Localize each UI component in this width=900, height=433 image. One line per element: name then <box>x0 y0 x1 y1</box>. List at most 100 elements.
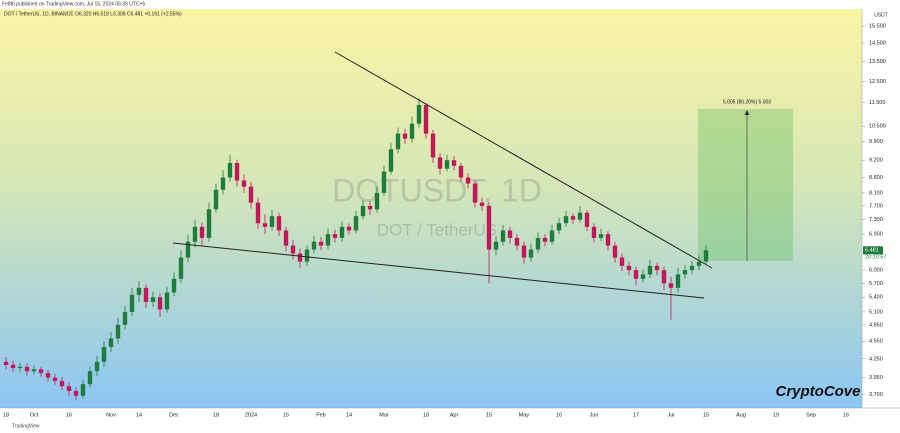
candle-body <box>409 123 415 139</box>
candle-body <box>171 278 177 293</box>
candle-body <box>283 230 289 246</box>
x-tick-label: 16 <box>66 412 72 418</box>
x-tick-label: 15 <box>283 412 289 418</box>
currency-label: USDT <box>874 12 888 18</box>
candle-body <box>241 180 247 187</box>
candle-body <box>591 226 597 238</box>
candle-body <box>199 226 205 238</box>
x-tick-label: 14 <box>346 412 352 418</box>
candle-body <box>493 241 499 250</box>
candle-body <box>178 257 184 279</box>
y-tick-label: 7.700 <box>869 203 883 209</box>
candle-body <box>647 265 653 275</box>
candle-body <box>521 245 527 258</box>
candle-body <box>668 283 674 288</box>
candle-body <box>143 287 149 303</box>
candle-body <box>465 177 471 184</box>
y-tick-label: 3.950 <box>869 375 883 381</box>
candle-body <box>136 287 142 295</box>
candle-body <box>297 253 303 262</box>
candle-body <box>87 371 93 385</box>
candle-body <box>402 133 408 139</box>
candle-body <box>696 261 702 266</box>
candle-body <box>570 216 576 220</box>
target-arrow-head <box>744 110 750 115</box>
y-tick-label: 4.850 <box>869 322 883 328</box>
x-tick-label: Oct <box>30 412 39 418</box>
y-tick-label: 8.100 <box>869 190 883 196</box>
candle-body <box>339 226 345 238</box>
candle-body <box>94 361 100 372</box>
candle-body <box>416 105 422 124</box>
y-tick-label: 6.900 <box>869 232 883 238</box>
x-tick-label: Jul <box>667 412 674 418</box>
candle-body <box>80 384 86 396</box>
x-tick-label: Feb <box>316 412 325 418</box>
candle-body <box>290 245 296 254</box>
watermark: DOTUSDT, 1D <box>332 172 542 208</box>
candle-body <box>157 297 163 310</box>
y-tick-label: 4.250 <box>869 356 883 362</box>
x-tick-label: 17 <box>633 412 639 418</box>
candle-body <box>423 105 429 134</box>
target-box <box>698 109 793 261</box>
candle-body <box>395 133 401 150</box>
y-tick-label: 11.500 <box>869 100 885 106</box>
y-tick-label: 13.500 <box>869 59 886 65</box>
candle-body <box>31 369 37 372</box>
x-tick-label: Jun <box>590 412 599 418</box>
candle-body <box>73 390 79 396</box>
y-tick-label: 3.700 <box>869 392 883 398</box>
candle-body <box>675 274 681 288</box>
candle-body <box>59 380 65 387</box>
x-tick-label: Nov <box>106 412 116 418</box>
x-tick-label: 18 <box>423 412 429 418</box>
x-tick-label: Mar <box>379 412 389 418</box>
x-tick-label: 19 <box>773 412 779 418</box>
candle-body <box>52 377 58 381</box>
y-tick-label: 10.500 <box>869 124 886 130</box>
target-label: 5.005 (80.20%) 5.003 <box>723 99 771 105</box>
candle-body <box>514 237 520 246</box>
candle-body <box>38 369 44 374</box>
candle-body <box>458 165 464 178</box>
candle-body <box>108 338 114 347</box>
candle-body <box>640 274 646 279</box>
candle-body <box>612 245 618 258</box>
x-tick-label: 15 <box>486 412 492 418</box>
candle-body <box>486 205 492 250</box>
y-tick-label: 5.100 <box>869 309 883 315</box>
candle-body <box>507 230 513 238</box>
candle-body <box>122 311 128 325</box>
x-tick-label: Dec <box>169 412 179 418</box>
candle-body <box>654 265 660 271</box>
candle-body <box>661 270 667 284</box>
candle-body <box>472 183 478 203</box>
candle-body <box>269 216 275 227</box>
candle-body <box>528 249 534 258</box>
lower-trendline <box>172 242 705 299</box>
candle-body <box>598 234 604 238</box>
candle-body <box>542 237 548 242</box>
x-tick-label: 14 <box>136 412 142 418</box>
candle-body <box>360 205 366 217</box>
y-tick-label: 5.400 <box>869 295 883 301</box>
candle-body <box>318 241 324 246</box>
candle-body <box>192 226 198 242</box>
candle-body <box>549 230 555 242</box>
candle-body <box>24 366 30 372</box>
x-tick-label: 15 <box>703 412 709 418</box>
countdown-label: 20:20:57 <box>865 255 886 261</box>
candle-body <box>276 216 282 231</box>
candle-body <box>682 270 688 275</box>
candle-body <box>374 192 380 210</box>
candle-body <box>500 230 506 242</box>
candle-body <box>619 257 625 266</box>
candle-body <box>164 292 170 310</box>
candle-body <box>605 234 611 246</box>
candle-body <box>388 149 394 172</box>
candle-body <box>206 209 212 238</box>
candle-body <box>255 202 261 224</box>
x-tick-label: 16 <box>843 412 849 418</box>
candle-body <box>563 216 569 224</box>
